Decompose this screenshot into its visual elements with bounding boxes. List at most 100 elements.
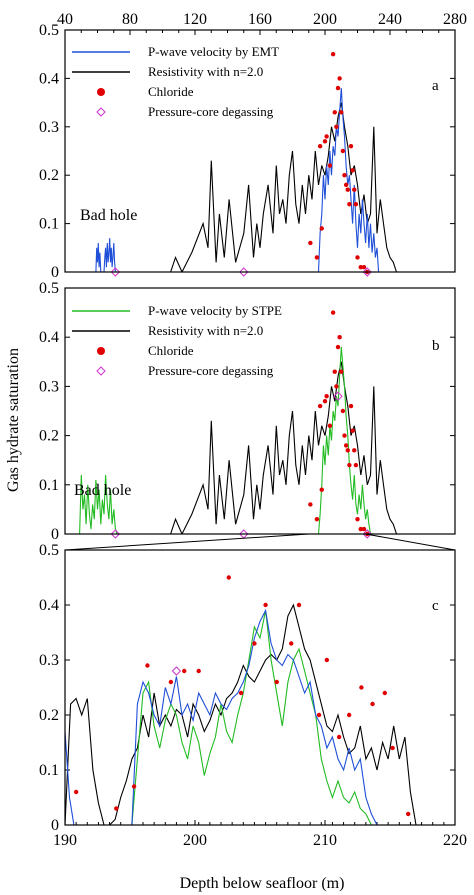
chloride-point (332, 110, 337, 115)
zoom-connector-lines (64, 533, 456, 551)
chloride-point (319, 487, 324, 492)
chloride-point (342, 173, 347, 178)
chloride-point (347, 462, 352, 468)
chloride-point (358, 526, 363, 532)
chloride-point (226, 575, 231, 580)
series-line-resistivity-with-n-2-0 (170, 102, 398, 272)
plot-frame (64, 287, 456, 535)
chloride-point (335, 344, 341, 350)
pressure-core-point (362, 529, 372, 539)
y-tick-label: 0 (51, 526, 59, 543)
chloride-point (347, 202, 352, 207)
pressure-core-point (110, 267, 121, 277)
chloride-point (274, 679, 279, 685)
chloride-point (339, 369, 344, 374)
x-tick-label: 190 (53, 832, 77, 849)
chloride-point (327, 423, 333, 428)
y-tick-label: 0.3 (39, 119, 59, 136)
legend-swatch (97, 347, 105, 355)
chloride-point (350, 428, 355, 433)
legend-label: Resistivity with n=2.0 (148, 64, 263, 79)
chloride-point (390, 745, 395, 751)
zoom-line-right (365, 533, 456, 551)
y-tick-label: 0.4 (39, 70, 59, 87)
chloride-point (348, 143, 354, 149)
chloride-point (314, 255, 320, 260)
chloride-point (345, 448, 350, 453)
x-axis-title: Depth below seafloor (m) (180, 875, 345, 892)
chloride-point (343, 443, 349, 448)
chloride-point (322, 139, 328, 144)
panel-c: 0 0.1 0.2 0.3 0.4 0.5 190 200 210 220 c (39, 542, 467, 849)
y-axis-title: Gas hydrate saturation (5, 348, 22, 492)
y-tick-label: 0.4 (39, 597, 59, 614)
y-tick-label: 0.2 (39, 167, 59, 184)
chloride-point (353, 462, 359, 468)
chloride-point (289, 641, 294, 646)
chloride-point (308, 502, 313, 507)
y-tick-label: 0.5 (39, 542, 59, 559)
chloride-point (196, 668, 201, 674)
series-line-resistivity-with-n-2-0 (65, 603, 417, 825)
y-tick-label: 0.2 (39, 707, 59, 724)
x-tick-label: 160 (248, 11, 272, 28)
chloride-point (131, 784, 137, 789)
series-line-p-wave-velocity-by-stpe (79, 346, 372, 534)
chloride-point (168, 679, 174, 685)
legend-label: Chloride (148, 343, 194, 358)
chloride-point (263, 602, 268, 608)
chloride-point (332, 369, 337, 374)
chloride-point (334, 384, 339, 389)
chloride-point (370, 701, 375, 707)
chloride-point (296, 602, 302, 608)
legend-label: Chloride (148, 84, 194, 99)
y-tick-label: 0.3 (39, 378, 59, 395)
chloride-point (340, 148, 346, 154)
x-tick-label: 120 (183, 11, 207, 28)
y-tick-label: 0.5 (39, 22, 59, 39)
x-tick-label: 210 (313, 832, 337, 849)
chloride-point (316, 712, 322, 718)
y-tick-label: 0.4 (39, 329, 59, 346)
y-tick-label: 0.1 (39, 216, 59, 233)
pressure-core-point (362, 267, 372, 277)
chloride-point (330, 310, 336, 315)
y-tick-label: 0.5 (39, 280, 59, 297)
x-tick-label: 200 (313, 11, 337, 28)
x-tick-label: 40 (57, 11, 73, 28)
chloride-point (335, 85, 341, 91)
chloride-point (314, 517, 320, 522)
chloride-point (324, 134, 329, 139)
chloride-point (340, 408, 346, 414)
plot-frame (64, 549, 456, 826)
chloride-point (308, 240, 313, 246)
chloride-point (337, 335, 342, 340)
panel-b: 0 0.1 0.2 0.3 0.4 0.5 b Bad hole P-wave velocity… (39, 280, 456, 543)
chloride-point (324, 657, 330, 663)
chloride-point (73, 789, 79, 795)
chloride-point (382, 690, 387, 696)
chloride-point (346, 712, 352, 718)
chloride-point (252, 641, 257, 646)
chloride-point (337, 76, 342, 81)
chloride-point (355, 255, 360, 260)
y-tick-label: 0 (51, 264, 59, 281)
y-tick-label: 0.1 (39, 477, 59, 494)
chloride-point (358, 264, 363, 270)
pressure-core-point (239, 267, 249, 277)
legend-swatch (96, 366, 106, 376)
chloride-point (343, 182, 349, 188)
chloride-point (319, 226, 324, 231)
legend-label: Pressure-core degassing (148, 104, 274, 119)
chloride-point (361, 264, 367, 270)
x-tick-label: 240 (378, 11, 402, 28)
chloride-point (350, 168, 355, 173)
y-tick-label: 0 (51, 817, 59, 834)
pressure-core-point (110, 529, 121, 539)
series-line-p-wave-velocity-by-emt (95, 88, 380, 272)
pressure-core-point (171, 666, 182, 676)
chloride-point (359, 685, 364, 690)
chloride-point (361, 526, 367, 532)
series-line-p-wave-velocity-by-emt (65, 608, 378, 825)
